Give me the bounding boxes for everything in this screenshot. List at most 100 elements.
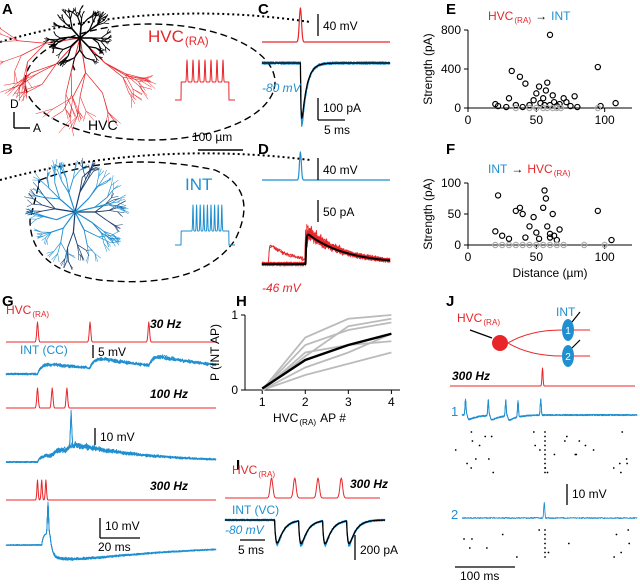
label: (RA) [32,310,49,319]
dendrite [103,231,110,240]
dendrite [63,168,67,179]
dendrite [111,191,113,198]
panel-letter: D [258,141,269,158]
dendrite [31,188,39,192]
dendrite [107,185,112,198]
label: -46 mV [262,281,302,295]
raster-dot [471,538,473,540]
dendrite [60,36,69,39]
dendrite [64,22,73,30]
dendrite [115,224,123,226]
dendrite [38,191,47,199]
dendrite [67,115,78,126]
dendrite [106,40,111,43]
raster-dot [628,542,631,545]
trace [261,230,391,267]
point [533,241,540,249]
raster-dot [613,556,616,558]
dendrite [89,164,93,171]
dendrite [94,211,107,221]
dendrite [55,208,76,213]
dendrite [68,57,75,62]
dendrite [67,231,74,248]
dendrite [105,46,111,52]
raster-dot [553,453,556,456]
dendrite [57,170,62,181]
point [560,241,567,249]
dendrite [67,10,73,13]
label: INT [185,175,212,194]
dendrite [13,83,24,94]
dendrite [55,37,61,42]
raster-dot [627,529,630,531]
dendrite [0,61,4,64]
label: -80 mV [225,523,265,537]
dendrite [71,28,81,39]
dendrite [87,171,94,180]
point [594,104,602,112]
dendrite [92,16,97,23]
dendrite [99,11,101,18]
dendrite [117,194,127,200]
dendrite [105,219,115,227]
raster-dot [612,467,615,469]
point [508,67,515,75]
raster-dot [618,462,621,465]
dendrite [57,162,61,171]
point [526,241,533,249]
dendrite [45,232,52,238]
dendrite [46,239,48,246]
dendrite [94,203,108,208]
dendrite [29,215,36,219]
dendrite [98,167,100,177]
raster-dot [470,467,473,469]
dendrite [88,164,90,171]
dendrite [103,169,107,178]
dendrite [98,170,105,177]
point [535,235,543,242]
x-tick-label: 0 [465,250,472,264]
raster-dot [544,551,546,554]
dendrite [3,82,18,86]
dendrite [96,176,99,188]
x-tick-label: 100 [595,250,615,264]
hvc-cell [492,335,508,351]
dendrite [56,211,76,221]
label: 100 ms [460,569,499,583]
dendrite [113,185,122,190]
dendrite [51,253,58,260]
dendrite [105,199,114,205]
dendrite [74,206,95,213]
raster-dot [544,440,546,442]
label: 300 Hz [350,477,388,491]
raster-dot [515,556,518,558]
trace [261,231,391,267]
raster-dot [534,444,537,447]
dendrite [27,213,34,216]
label: -80 mV [262,81,302,95]
trace [6,387,216,409]
dendrite [116,205,122,209]
dendrite [27,84,43,93]
y-axis-label: Strength (pA) [421,33,435,104]
dendrite [37,233,44,238]
panel-letter: E [446,1,456,18]
point [544,79,551,86]
raster-dot [492,471,495,474]
dendrite [138,85,149,100]
connection [507,329,590,357]
dendrite [41,237,46,241]
dendrite [72,211,76,232]
dendrite [92,11,95,16]
dendrite [79,164,88,171]
dendrite [80,18,89,27]
dendrite [100,37,106,42]
raster-dot [621,431,624,433]
label: HVC [527,162,553,176]
dendrite [105,178,112,182]
point [503,103,510,111]
label: 5 ms [238,543,264,557]
dendrite [95,11,98,17]
dendrite [75,11,79,18]
